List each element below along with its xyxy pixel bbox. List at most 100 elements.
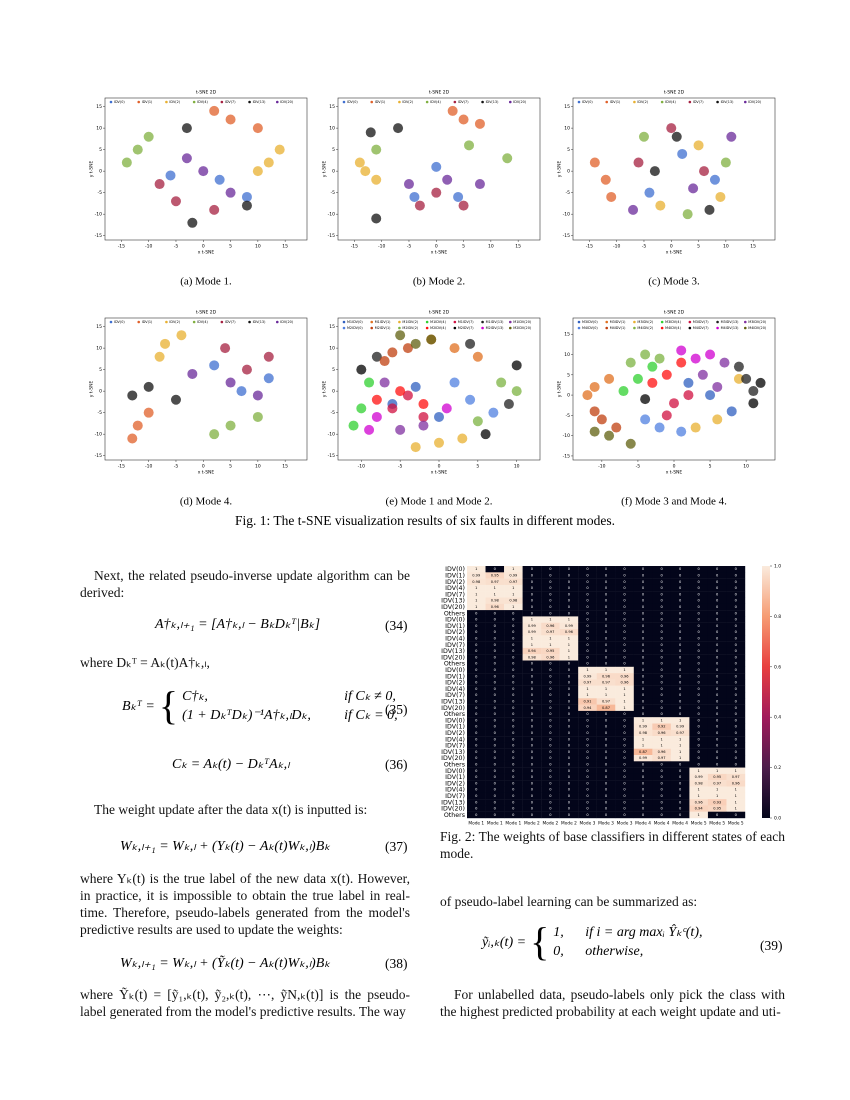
heatmap-cell bbox=[707, 767, 727, 775]
equation-number: (39) bbox=[760, 938, 783, 953]
cell-label: 0 bbox=[679, 800, 682, 804]
cell-label: 0 bbox=[549, 725, 552, 729]
cell-label: 0 bbox=[475, 681, 478, 685]
heatmap-cell bbox=[689, 742, 709, 749]
legend-label: M2IDV(0) bbox=[347, 326, 363, 330]
cell-label: 0 bbox=[660, 655, 663, 659]
heatmap-cell bbox=[615, 647, 634, 655]
scatter-point bbox=[360, 166, 371, 177]
cell-label: 0 bbox=[679, 636, 682, 640]
y-tick-label: 0 bbox=[99, 169, 102, 175]
cell-label: 0 bbox=[605, 750, 608, 754]
scatter-point bbox=[661, 410, 672, 421]
cell-label: 0 bbox=[642, 599, 645, 603]
scatter-point bbox=[395, 424, 406, 435]
cell-label: 1 bbox=[660, 744, 662, 748]
heatmap-cell bbox=[633, 761, 653, 768]
column-label: Mode 5 bbox=[728, 821, 744, 827]
legend-label: M2IDV(20) bbox=[513, 326, 532, 330]
scatter-point bbox=[676, 345, 687, 356]
scatter-point bbox=[225, 420, 236, 431]
heatmap-cell bbox=[467, 748, 486, 756]
x-tick-label: 5 bbox=[462, 244, 465, 250]
y-tick-label: -5 bbox=[98, 410, 103, 416]
cell-label: 0.95 bbox=[491, 573, 499, 577]
heatmap-cell bbox=[615, 792, 634, 800]
heatmap-cell bbox=[596, 679, 616, 686]
cell-label: 0.99 bbox=[472, 573, 481, 577]
cell-label: 0 bbox=[568, 605, 571, 609]
cell-label: 0 bbox=[531, 800, 534, 804]
scatter-point bbox=[640, 414, 651, 425]
heatmap-cell bbox=[485, 792, 505, 800]
legend-swatch bbox=[508, 326, 512, 330]
heatmap-cell bbox=[596, 578, 616, 586]
heatmap-cell bbox=[504, 698, 523, 705]
x-tick-label: 5 bbox=[476, 464, 479, 470]
cell-label: 0 bbox=[586, 775, 589, 779]
cell-label: 1 bbox=[623, 687, 625, 691]
row-label: IDV(4) bbox=[445, 686, 465, 693]
scatter-point bbox=[187, 368, 198, 379]
row-label: IDV(13) bbox=[441, 749, 465, 756]
heatmap-cell bbox=[541, 578, 560, 586]
heatmap-cell bbox=[689, 685, 709, 693]
x-tick-label: -5 bbox=[636, 464, 641, 470]
heatmap-cell bbox=[559, 584, 579, 592]
cell-label: 0 bbox=[494, 788, 497, 792]
cell-label: 0 bbox=[531, 737, 534, 741]
cell-label: 0 bbox=[679, 807, 682, 811]
scatter-point bbox=[690, 353, 701, 364]
cell-label: 0 bbox=[531, 605, 534, 609]
cell-label: 0 bbox=[716, 750, 719, 754]
y-tick-label: -5 bbox=[331, 190, 336, 196]
cell-label: 0 bbox=[679, 712, 682, 716]
cell-label: 0 bbox=[512, 706, 515, 710]
cell-label: 0 bbox=[549, 750, 552, 754]
cell-label: 0 bbox=[568, 662, 571, 666]
cell-label: 0.97 bbox=[491, 580, 499, 584]
cell-label: 0 bbox=[494, 668, 497, 672]
cell-label: 0 bbox=[698, 573, 701, 577]
cell-label: 0 bbox=[494, 737, 497, 741]
scatter-point bbox=[356, 403, 367, 414]
cell-label: 0 bbox=[698, 712, 701, 716]
cell-label: 1 bbox=[679, 737, 681, 741]
row-label: IDV(7) bbox=[445, 642, 465, 649]
row-label: IDV(2) bbox=[445, 680, 465, 687]
cell-label: 0 bbox=[494, 706, 497, 710]
legend-swatch bbox=[398, 326, 401, 330]
scatter-point bbox=[214, 174, 225, 185]
cell-label: 1 bbox=[549, 643, 551, 647]
heatmap-cell bbox=[689, 572, 709, 579]
heatmap-cell bbox=[578, 635, 597, 642]
heatmap-cell bbox=[485, 710, 505, 718]
x-tick-label: 0 bbox=[438, 464, 441, 470]
cell-label: 0 bbox=[475, 706, 478, 710]
y-axis-label: y t-SNE bbox=[557, 161, 563, 178]
column-label: Mode 5 bbox=[691, 821, 707, 827]
scatter-point bbox=[683, 390, 694, 401]
cell-label: 0 bbox=[512, 800, 515, 804]
cell-label: 0 bbox=[549, 611, 552, 615]
cell-label: 0 bbox=[586, 655, 589, 659]
cell-label: 0 bbox=[735, 655, 738, 659]
cell-label: 0 bbox=[623, 630, 626, 634]
scatter-point bbox=[252, 166, 263, 177]
cell-label: 0 bbox=[512, 762, 515, 766]
cell-label: 0 bbox=[512, 687, 515, 691]
legend-label: IDV(1) bbox=[375, 100, 386, 104]
y-tick-label: -10 bbox=[328, 212, 335, 218]
heatmap-cell bbox=[578, 578, 597, 586]
cell-label: 0 bbox=[586, 624, 589, 628]
scatter-point bbox=[457, 433, 468, 444]
scatter-point bbox=[511, 360, 522, 371]
heatmap-cell bbox=[633, 591, 653, 598]
x-tick-label: -15 bbox=[351, 244, 358, 250]
cell-label: 0 bbox=[605, 744, 608, 748]
cell-label: 0 bbox=[698, 681, 701, 685]
heatmap-cell bbox=[633, 748, 653, 756]
cell-label: 1 bbox=[531, 636, 533, 640]
cell-label: 0 bbox=[475, 649, 478, 653]
cell-label: 0 bbox=[549, 706, 552, 710]
